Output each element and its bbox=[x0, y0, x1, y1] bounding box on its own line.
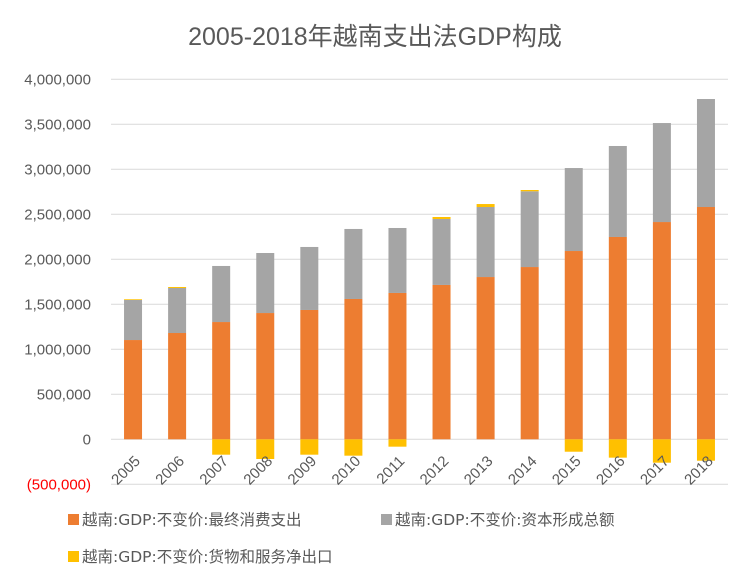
bar-segment-2014-series-3 bbox=[520, 190, 539, 192]
bar-segment-2008-series-3 bbox=[256, 439, 275, 460]
y-tick-label: 3,000,000 bbox=[24, 161, 91, 178]
bar-segment-2017-series-2 bbox=[652, 123, 671, 223]
x-axis: 2005 2006 2007 2008 2009 2010 2011 2012 2013 2014… bbox=[108, 453, 717, 489]
bar-segment-2009-series-2 bbox=[300, 246, 319, 310]
bar-segment-2006-series-2 bbox=[168, 288, 187, 334]
y-tick-label: 1,500,000 bbox=[24, 296, 91, 313]
y-tick-label: 2,500,000 bbox=[24, 206, 91, 223]
bars bbox=[124, 99, 715, 463]
x-tick-label: 2011 bbox=[373, 453, 408, 488]
bar-segment-2012-series-2 bbox=[432, 218, 451, 285]
x-tick-label: 2016 bbox=[593, 453, 629, 489]
bar-segment-2014-series-2 bbox=[520, 191, 539, 268]
bar-segment-2007-series-2 bbox=[212, 265, 231, 323]
x-tick-label: 2009 bbox=[285, 453, 321, 489]
legend-item-net-exports: 越南:GDP:不变价:货物和服务净出口 bbox=[68, 545, 332, 567]
y-tick-label: 4,000,000 bbox=[24, 71, 91, 88]
chart-title: 2005-2018年越南支出法GDP构成 bbox=[188, 23, 562, 51]
bar-segment-2014-series-1 bbox=[520, 267, 539, 440]
bar-segment-2015-series-3 bbox=[564, 439, 583, 452]
bar-segment-2017-series-1 bbox=[652, 222, 671, 440]
bar-segment-2012-series-1 bbox=[432, 284, 451, 440]
bar-segment-2007-series-3 bbox=[212, 439, 231, 455]
bar-segment-2016-series-2 bbox=[608, 145, 627, 237]
legend-swatch-consumption bbox=[68, 513, 79, 525]
bar-segment-2011-series-3 bbox=[388, 439, 407, 447]
bar-segment-2006-series-3 bbox=[168, 287, 187, 289]
x-tick-label: 2015 bbox=[549, 453, 585, 489]
bar-segment-2008-series-1 bbox=[256, 313, 275, 440]
bar-segment-2013-series-3 bbox=[476, 204, 495, 208]
legend-label-net-exports: 越南:GDP:不变价:货物和服务净出口 bbox=[82, 548, 333, 566]
bar-segment-2018-series-3 bbox=[696, 439, 715, 461]
x-tick-label: 2014 bbox=[505, 453, 541, 489]
bar-segment-2006-series-1 bbox=[168, 333, 187, 440]
legend-label-consumption: 越南:GDP:不变价:最终消费支出 bbox=[82, 511, 302, 529]
bar-segment-2013-series-1 bbox=[476, 277, 495, 440]
bar-segment-2016-series-1 bbox=[608, 236, 627, 440]
y-tick-label: (500,000) bbox=[27, 476, 91, 493]
bar-segment-2018-series-1 bbox=[696, 207, 715, 440]
y-axis: 4,000,000 3,500,000 3,000,000 2,500,000 2,00… bbox=[24, 71, 91, 493]
legend-item-capital-formation: 越南:GDP:不变价:资本形成总额 bbox=[381, 508, 614, 530]
bar-segment-2016-series-3 bbox=[608, 439, 627, 458]
bar-segment-2017-series-3 bbox=[652, 439, 671, 463]
legend-swatch-net-exports bbox=[68, 550, 79, 562]
x-tick-label: 2013 bbox=[461, 453, 497, 489]
y-tick-label: 1,000,000 bbox=[24, 341, 91, 358]
bar-segment-2010-series-3 bbox=[344, 439, 363, 456]
bar-segment-2005-series-1 bbox=[124, 340, 143, 440]
gridlines bbox=[111, 78, 728, 485]
bar-segment-2018-series-2 bbox=[696, 99, 715, 208]
bar-segment-2015-series-1 bbox=[564, 251, 583, 440]
bar-segment-2011-series-2 bbox=[388, 227, 407, 293]
bar-segment-2009-series-3 bbox=[300, 439, 319, 455]
legend-item-consumption: 越南:GDP:不变价:最终消费支出 bbox=[68, 508, 301, 530]
bar-segment-2010-series-2 bbox=[344, 228, 363, 299]
legend-swatch-capital-formation bbox=[381, 513, 392, 525]
bar-segment-2011-series-1 bbox=[388, 292, 407, 440]
bar-segment-2005-series-2 bbox=[124, 299, 143, 341]
x-tick-label: 2005 bbox=[108, 453, 144, 489]
x-tick-label: 2010 bbox=[329, 453, 365, 489]
bar-segment-2012-series-3 bbox=[432, 217, 451, 219]
y-tick-label: 2,000,000 bbox=[24, 251, 91, 268]
y-tick-label: 3,500,000 bbox=[24, 116, 91, 133]
bar-segment-2015-series-2 bbox=[564, 168, 583, 252]
y-tick-label: 0 bbox=[83, 431, 91, 448]
bar-segment-2013-series-2 bbox=[476, 207, 495, 278]
x-tick-label: 2006 bbox=[152, 453, 188, 489]
bar-segment-2009-series-1 bbox=[300, 309, 319, 440]
y-tick-label: 500,000 bbox=[37, 386, 91, 403]
bar-segment-2005-series-3 bbox=[124, 299, 143, 300]
bar-segment-2010-series-1 bbox=[344, 298, 363, 440]
bar-segment-2008-series-2 bbox=[256, 253, 275, 314]
bar-segment-2007-series-1 bbox=[212, 322, 231, 440]
legend-label-capital-formation: 越南:GDP:不变价:资本形成总额 bbox=[395, 511, 615, 529]
x-tick-label: 2012 bbox=[417, 453, 453, 489]
x-tick-label: 2007 bbox=[196, 453, 232, 489]
